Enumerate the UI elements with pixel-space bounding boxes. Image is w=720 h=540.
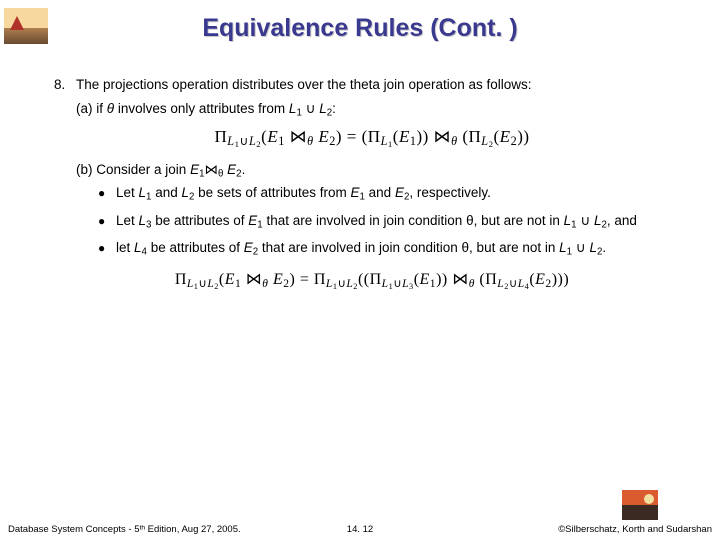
bullet-text: Let L3 be attributes of E1 that are invo… <box>116 212 637 232</box>
theta-sub: θ <box>218 168 223 179</box>
bullet-icon: ● <box>98 239 116 259</box>
equation-1: ΠL1∪L2(E1 ⋈θ E2) = (ΠL1(E1)) ⋈θ (ΠL2(E2)… <box>54 126 690 151</box>
footer-center: 14. 12 <box>0 524 720 535</box>
bullet-3: ● let L4 be attributes of E2 that are in… <box>98 239 690 259</box>
colon: : <box>332 101 336 116</box>
sub-b-e1: E <box>190 162 199 177</box>
sub-b-e2: E <box>227 162 236 177</box>
bullet-2: ● Let L3 be attributes of E1 that are in… <box>98 212 690 232</box>
period: . <box>242 162 246 177</box>
slide-body: 8. The projections operation distributes… <box>54 76 690 302</box>
sub-a: (a) if θ involves only attributes from L… <box>76 100 690 120</box>
join-symbol: ⋈ <box>204 162 218 177</box>
bullet-icon: ● <box>98 212 116 232</box>
footer: Database System Concepts - 5th Edition, … <box>0 524 720 535</box>
bullet-icon: ● <box>98 184 116 204</box>
sub-b-label: (b) Consider a join <box>76 162 190 177</box>
slide-title: Equivalence Rules (Cont. ) <box>0 0 720 43</box>
item-text: The projections operation distributes ov… <box>76 76 532 94</box>
cup-symbol: ∪ <box>302 101 319 116</box>
sub-a-mid: involves only attributes from <box>114 101 289 116</box>
bullet-1: ● Let L1 and L2 be sets of attributes fr… <box>98 184 690 204</box>
logo-top-left <box>4 8 48 44</box>
equation-2: ΠL1∪L2(E1 ⋈θ E2) = ΠL1∪L2((ΠL1∪L3(E1)) ⋈… <box>54 269 690 292</box>
sub-a-label: (a) if <box>76 101 107 116</box>
bullet-list: ● Let L1 and L2 be sets of attributes fr… <box>98 184 690 259</box>
list-item-8: 8. The projections operation distributes… <box>54 76 690 94</box>
sub-b: (b) Consider a join E1⋈θ E2. <box>76 161 690 181</box>
item-number: 8. <box>54 76 76 94</box>
sub-a-l2: L <box>319 101 327 116</box>
bullet-text: Let L1 and L2 be sets of attributes from… <box>116 184 491 204</box>
bullet-text: let L4 be attributes of E2 that are invo… <box>116 239 606 259</box>
logo-bottom-right <box>622 490 658 520</box>
